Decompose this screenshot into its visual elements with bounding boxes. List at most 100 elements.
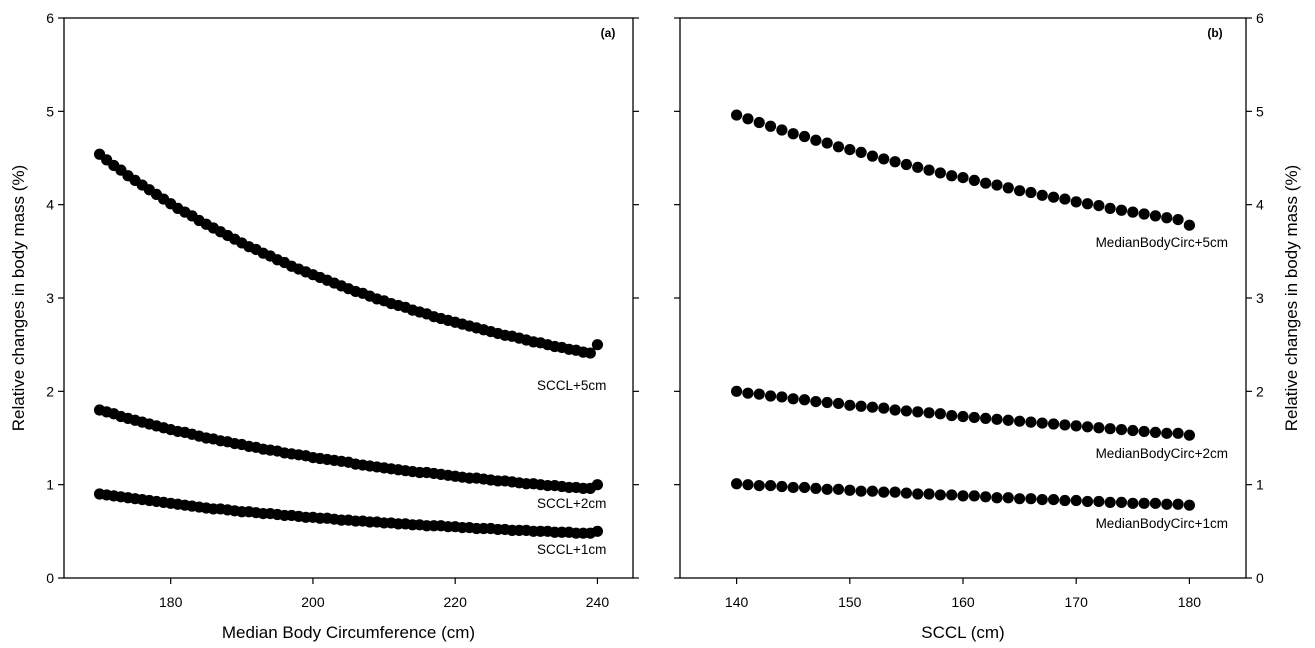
panel-b-data-point (866, 485, 879, 497)
panel-b-data-point (798, 130, 811, 143)
panel-a-series-2 (93, 404, 604, 494)
panel-a-y-tick-label: 1 (46, 477, 54, 493)
panel-b-data-point (776, 480, 788, 493)
panel-b-data-point (731, 478, 743, 490)
panel-b-y-tick-label: 6 (1256, 10, 1264, 26)
panel-b-data-point (810, 134, 822, 146)
panel-b-data-point (742, 113, 754, 125)
panel-b-data-point (1093, 200, 1105, 212)
panel-b-data-point (742, 479, 754, 491)
panel-b-data-point (968, 490, 980, 502)
panel-b-series-label: MedianBodyCirc+5cm (1096, 235, 1228, 250)
panel-b-data-point (1104, 423, 1116, 435)
panel-b-data-point (1127, 424, 1139, 437)
panel-b-x-tick-label: 160 (951, 594, 975, 610)
panel-b-data-point (787, 128, 799, 140)
panel-a-y-tick-label: 6 (46, 10, 54, 26)
panel-b-data-point (878, 402, 890, 414)
panel-b-data-point (1036, 417, 1048, 429)
panel-a-series-3 (93, 488, 604, 539)
panel-b-series-label: MedianBodyCirc+2cm (1096, 446, 1228, 461)
panel-a-y-tick-label: 3 (46, 290, 54, 306)
panel-b-data-point (957, 172, 969, 184)
panel-b-data-point (912, 161, 924, 173)
panel-a-series-label: SCCL+5cm (537, 378, 606, 393)
panel-b-series-1 (731, 109, 1195, 231)
panel-b-data-point (1183, 219, 1195, 231)
panel-b-data-point (980, 412, 992, 424)
panel-b-data-point (1014, 185, 1026, 197)
panel-b-data-point (787, 393, 799, 405)
panel-b-data-point (764, 480, 777, 492)
panel-b-data-point (776, 124, 788, 136)
panel-b-data-point (968, 174, 980, 186)
panel-b-data-point (1149, 210, 1162, 222)
panel-a-x-tick-label: 240 (586, 594, 610, 610)
panel-b-data-point (946, 410, 958, 422)
panel-b-y-axis-title: Relative changes in body mass (%) (1282, 165, 1301, 431)
panel-b-data-point (1070, 494, 1082, 507)
panel-b-data-point (855, 400, 867, 412)
panel-b-data-point (934, 408, 946, 420)
panel-b-data-point (878, 486, 890, 498)
panel-a-x-tick-label: 220 (444, 594, 468, 610)
panel-b-data-point (866, 150, 879, 162)
panel-b-data-point (1036, 189, 1048, 201)
panel-b-data-point (1183, 429, 1195, 441)
panel-b-data-point (1172, 427, 1184, 439)
panel-b-x-tick-label: 170 (1065, 594, 1089, 610)
panel-b-data-point (1172, 498, 1184, 510)
panel-b-data-point (1036, 494, 1048, 506)
panel-b-data-point (1161, 212, 1173, 224)
panel-a-x-tick-label: 180 (159, 594, 183, 610)
panel-b-data-point (957, 410, 969, 423)
panel-b-data-point (1025, 186, 1037, 199)
panel-b-data-point (866, 401, 879, 413)
panel-a-y-tick-label: 0 (46, 570, 54, 586)
panel-a-x-tick-label: 200 (301, 594, 325, 610)
panel-b-x-tick-label: 150 (838, 594, 862, 610)
panel-b-data-point (844, 399, 856, 411)
panel-b-data-point (1172, 214, 1184, 226)
panel-b-data-point (810, 482, 822, 494)
panel-b-data-point (900, 158, 913, 171)
panel-b-data-point (923, 488, 935, 500)
panel-b-data-point (844, 484, 856, 496)
panel-b-data-point (731, 109, 743, 121)
panel-b-data-point (798, 481, 811, 494)
panel-b-data-point (1047, 494, 1060, 506)
panel-b-data-point (991, 492, 1003, 504)
panel-b-data-point (731, 385, 743, 397)
panel-a-data-point (591, 479, 604, 491)
panel-b-data-point (753, 480, 765, 492)
panel-b-data-point (1047, 191, 1060, 203)
panel-b-data-point (776, 391, 788, 403)
panel-b-data-point (1183, 499, 1195, 511)
panel-b-data-point (798, 394, 811, 406)
panel-b-data-point (1059, 193, 1071, 205)
panel-b-data-point (1014, 415, 1026, 427)
panel-a-panel-label: (a) (601, 26, 616, 40)
panel-b-data-point (1138, 497, 1150, 509)
panel-b-data-point (980, 491, 992, 503)
panel-b-data-point (832, 483, 845, 495)
panel-b-series-3 (731, 478, 1195, 511)
panel-b-y-tick-label: 0 (1256, 570, 1264, 586)
panel-b-data-point (1115, 204, 1128, 216)
panel-a-data-point (591, 339, 604, 351)
panel-b-x-tick-label: 140 (725, 594, 749, 610)
panel-a-series-1 (93, 148, 604, 359)
panel-b-x-tick-label: 180 (1178, 594, 1202, 610)
panel-b-data-point (1025, 493, 1037, 505)
panel-b-y-tick-label: 2 (1256, 383, 1264, 399)
panel-b-data-point (1002, 414, 1014, 426)
panel-b-data-point (1059, 419, 1071, 431)
panel-b-data-point (946, 170, 958, 182)
panel-b-data-point (1014, 493, 1026, 505)
panel-b-data-point (1002, 182, 1014, 194)
panel-b-data-point (1138, 208, 1150, 220)
panel-b-data-point (821, 396, 833, 409)
panel-b-data-point (968, 411, 980, 424)
panel-b-data-point (855, 485, 867, 497)
